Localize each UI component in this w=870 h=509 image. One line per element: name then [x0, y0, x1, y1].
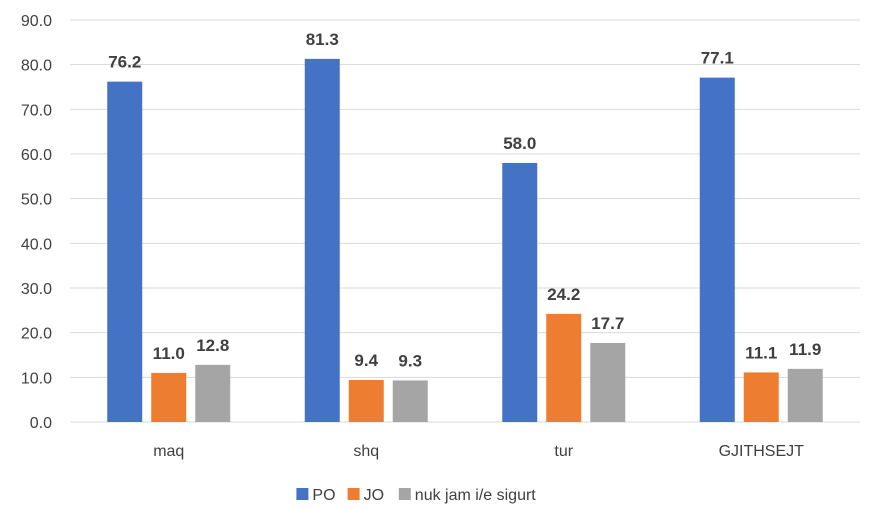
data-labels: 76.2 11.0 12.8 81.3 9.4 9.3 58.0 24.2 17.7 77.1 11…: [108, 30, 821, 371]
y-tick-label: 10.0: [21, 370, 52, 387]
data-label: 9.4: [354, 351, 378, 370]
x-tick-label: maq: [153, 443, 184, 460]
legend-swatch: [398, 488, 411, 500]
bar-po-tur: [502, 162, 538, 422]
y-tick-label: 70.0: [21, 102, 52, 119]
legend-label: JO: [364, 487, 384, 504]
data-label: 58.0: [503, 134, 536, 153]
x-tick-label: tur: [554, 443, 573, 460]
y-tick-label: 40.0: [21, 236, 52, 253]
bars: [107, 58, 823, 423]
x-tick-label: shq: [353, 443, 379, 460]
legend-swatch: [296, 488, 309, 500]
data-label: 24.2: [547, 285, 580, 304]
x-axis: maq shq tur GJITHSEJT: [153, 443, 804, 460]
legend: PO JO nuk jam i/e sigurt: [296, 487, 536, 504]
bar-jo-gjithsejt: [743, 372, 779, 422]
y-tick-label: 20.0: [21, 326, 52, 343]
bar-nuk-jam-i-e-sigurt-maq: [195, 364, 231, 422]
data-label: 11.1: [745, 343, 777, 362]
data-label: 76.2: [108, 53, 141, 72]
data-label: 81.3: [306, 30, 339, 49]
bar-nuk-jam-i-e-sigurt-shq: [392, 380, 428, 422]
data-label: 9.3: [398, 351, 422, 370]
bar-po-shq: [304, 58, 340, 423]
legend-swatch: [347, 488, 360, 500]
y-tick-label: 0.0: [30, 415, 52, 432]
x-tick-label: GJITHSEJT: [719, 443, 805, 460]
bar-po-gjithsejt: [699, 77, 735, 423]
bar-jo-maq: [151, 372, 187, 422]
data-label: 11.0: [153, 344, 185, 363]
legend-label: PO: [312, 487, 335, 504]
y-tick-label: 80.0: [21, 58, 52, 75]
data-label: 12.8: [196, 336, 229, 355]
y-tick-label: 50.0: [21, 192, 52, 209]
y-tick-label: 30.0: [21, 281, 52, 298]
data-label: 17.7: [591, 314, 624, 333]
gridlines: [70, 19, 860, 423]
data-label: 11.9: [789, 340, 821, 359]
bar-po-maq: [107, 81, 143, 422]
y-axis: 0.0 10.0 20.0 30.0 40.0 50.0 60.0 70.0 80.0 90.0: [21, 13, 52, 432]
data-label: 77.1: [701, 49, 734, 68]
legend-label: nuk jam i/e sigurt: [415, 487, 536, 504]
bar-nuk-jam-i-e-sigurt-tur: [590, 342, 626, 422]
y-tick-label: 60.0: [21, 147, 52, 164]
bar-jo-shq: [348, 380, 384, 422]
y-tick-label: 90.0: [21, 13, 52, 30]
bar-nuk-jam-i-e-sigurt-gjithsejt: [787, 368, 823, 422]
bar-jo-tur: [546, 313, 582, 422]
